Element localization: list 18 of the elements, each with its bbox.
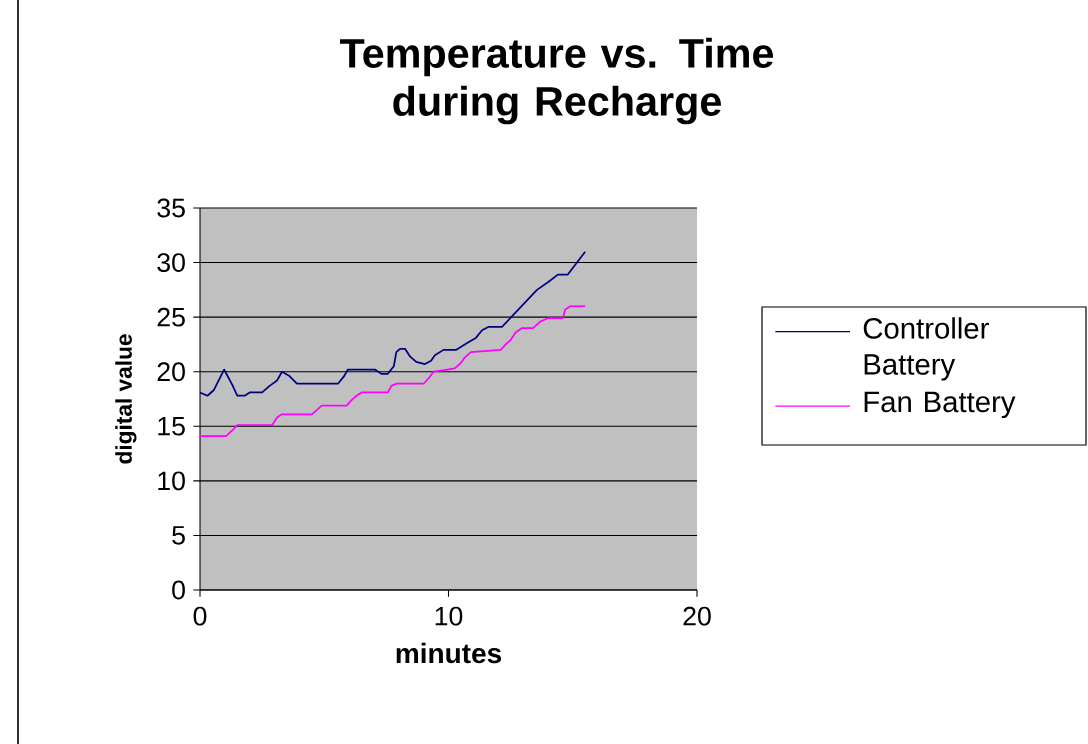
y-tick-label: 0 <box>172 580 185 600</box>
y-tick-label: 20 <box>157 362 185 382</box>
y-axis-title: digital value <box>115 334 137 464</box>
line-series <box>200 305 587 437</box>
legend-label: Controller Battery <box>863 317 989 381</box>
x-tick-label: 10 <box>435 606 463 626</box>
y-tick-label: 10 <box>158 471 185 491</box>
x-tick-label: 0 <box>193 606 207 626</box>
y-tick-label: 15 <box>158 416 185 436</box>
x-axis-title: minutes <box>396 642 502 664</box>
y-tick-label: 25 <box>157 307 185 327</box>
y-tick-label: 5 <box>172 526 185 545</box>
x-tick-label: 20 <box>683 606 711 626</box>
legend-label: Fan Battery <box>864 391 1016 419</box>
y-tick-label: 35 <box>157 198 185 218</box>
y-tick-label: 30 <box>157 253 185 273</box>
chart-title: Temperature vs. Time during Recharge <box>340 37 774 125</box>
line-series <box>200 250 587 397</box>
